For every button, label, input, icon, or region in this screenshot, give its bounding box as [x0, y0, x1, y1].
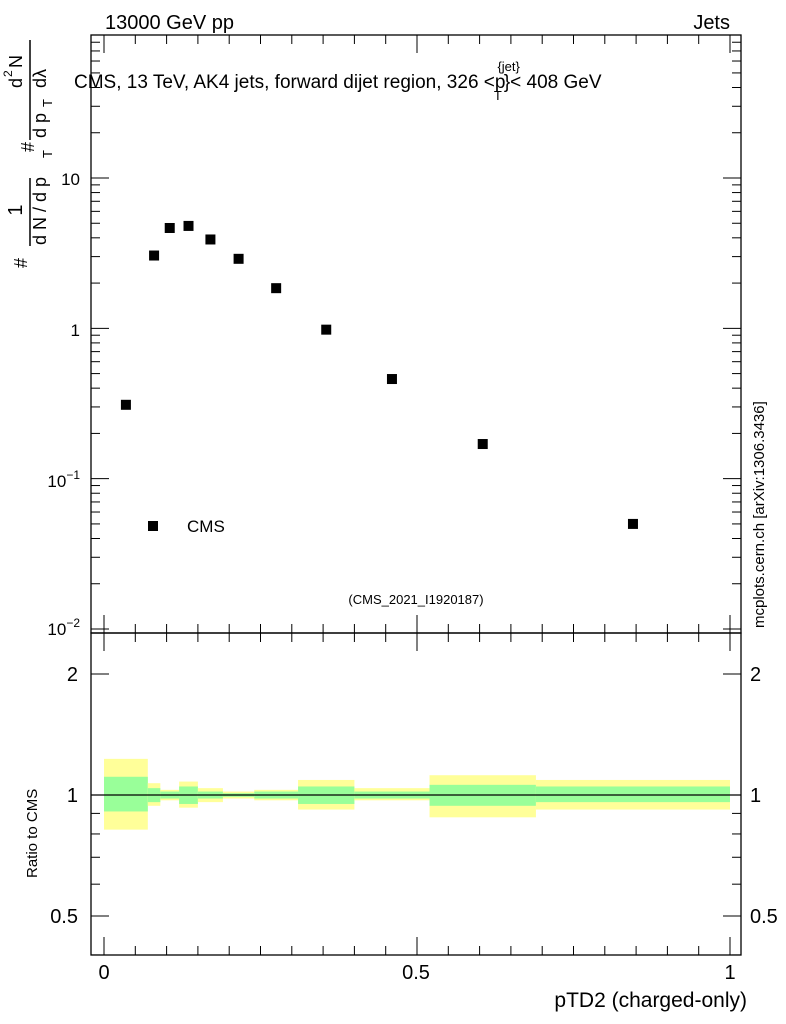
ylabel-num2-sup: 2	[1, 70, 15, 77]
data-point	[477, 439, 488, 450]
xtick-1: 1	[724, 962, 735, 984]
header-right-label: Jets	[693, 12, 730, 34]
ytick-1e-2: 10−2	[47, 616, 80, 639]
ylabel-den2-sub: T	[40, 99, 55, 107]
data-point	[164, 222, 175, 233]
xtick-05: 0.5	[402, 962, 430, 984]
ylabel-num2: d	[6, 78, 26, 88]
ylabel-den2-end: dλ	[30, 69, 50, 88]
data-point	[205, 234, 216, 245]
main-title-sub: T	[494, 88, 502, 103]
ytick-10: 10	[61, 170, 80, 189]
ylabel-den2: d p	[30, 113, 50, 138]
data-point	[321, 324, 332, 335]
main-title-end: }< 408 GeV	[504, 72, 602, 93]
ylabel-frac-num: 1	[5, 204, 27, 215]
main-title: CMS, 13 TeV, AK4 jets, forward dijet reg…	[74, 59, 602, 103]
ratio-ylabel: Ratio to CMS	[24, 789, 41, 878]
legend-label: CMS	[187, 517, 225, 536]
x-axis-label: pTD2 (charged-only)	[554, 989, 747, 1012]
ratio-ytick-05-left: 0.5	[50, 906, 78, 928]
ylabel-hash2: #	[18, 142, 38, 152]
analysis-tag: (CMS_2021_I1920187)	[348, 592, 483, 607]
ratio-ytick-2-left: 2	[67, 664, 78, 686]
data-point	[183, 220, 194, 231]
main-axis-ticks	[91, 35, 741, 633]
ytick-1e-1: 10−1	[47, 468, 80, 491]
main-yticks: 10−2 10−1 1 10	[47, 170, 80, 639]
main-title-text: CMS, 13 TeV, AK4 jets, forward dijet reg…	[74, 72, 505, 93]
main-ylabel: # 1 d N / d p T # d 2 N d p T dλ	[1, 40, 55, 268]
xtick-0: 0	[98, 962, 109, 984]
stat-uncertainty-band	[104, 776, 148, 812]
ylabel-hash1: #	[11, 258, 31, 268]
data-point	[271, 283, 282, 294]
ylabel-num2-N: N	[6, 55, 26, 68]
ylabel-frac-den-sub: T	[40, 150, 55, 158]
ylabel-frac-den: d N / d p	[30, 177, 50, 245]
ratio-ytick-1-right: 1	[750, 785, 761, 807]
header-left-label: 13000 GeV pp	[105, 12, 234, 34]
data-point	[149, 250, 160, 261]
ratio-ytick-2-right: 2	[750, 664, 761, 686]
legend-marker	[148, 521, 158, 531]
ratio-plot-frame	[90, 632, 742, 956]
ratio-ytick-1-left: 1	[67, 785, 78, 807]
stat-uncertainty-band	[535, 786, 730, 803]
side-label: mcplots.cern.ch [arXiv:1306.3436]	[751, 401, 768, 628]
ratio-axis-ticks	[91, 633, 741, 956]
ratio-ytick-05-right: 0.5	[750, 906, 778, 928]
ytick-1: 1	[71, 321, 80, 340]
data-point	[233, 253, 244, 264]
main-title-sup: {jet}	[497, 59, 520, 74]
main-plot-frame	[90, 34, 742, 634]
data-points	[120, 220, 638, 529]
ratio-bands	[104, 758, 730, 830]
data-point	[627, 518, 638, 529]
data-point	[386, 374, 397, 385]
data-point	[120, 399, 131, 410]
